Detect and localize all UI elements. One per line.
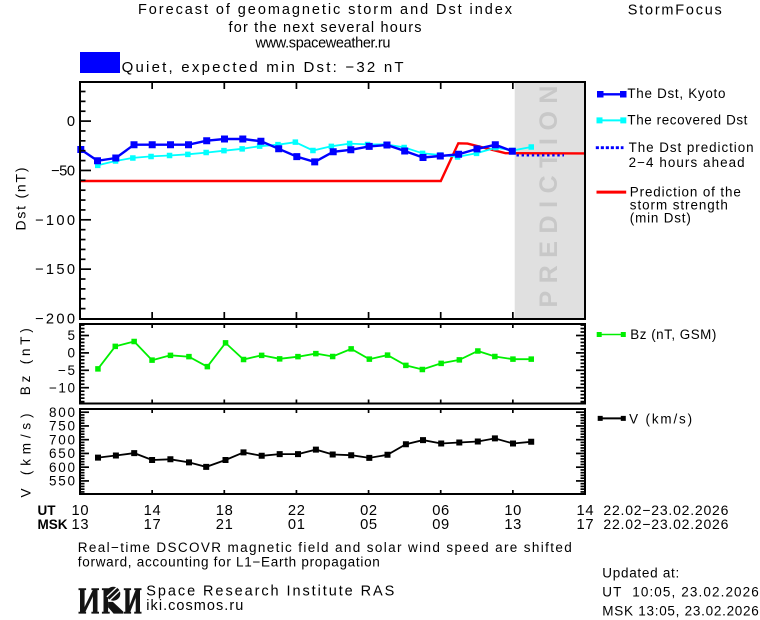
svg-text:Dst (nT): Dst (nT) [13, 168, 29, 231]
svg-text:13: 13 [504, 517, 521, 533]
svg-text:MSK: MSK [38, 517, 68, 532]
svg-text:Space Research Institute RAS: Space Research Institute RAS [146, 583, 394, 599]
svg-text:(min Dst): (min Dst) [630, 210, 691, 225]
svg-text:Updated at:: Updated at: [602, 565, 679, 580]
svg-text:21: 21 [216, 517, 233, 533]
svg-text:Bz (nT, GSM): Bz (nT, GSM) [630, 327, 716, 342]
svg-text:5: 5 [67, 328, 75, 343]
svg-text:09: 09 [432, 517, 449, 533]
svg-text:22.02−23.02.2026: 22.02−23.02.2026 [603, 516, 728, 532]
svg-text:www.spaceweather.ru: www.spaceweather.ru [255, 36, 391, 52]
svg-text:−50: −50 [51, 163, 75, 179]
svg-text:2−4 hours ahead: 2−4 hours ahead [629, 155, 745, 170]
svg-text:800: 800 [49, 405, 75, 420]
svg-text:StormFocus: StormFocus [628, 3, 722, 19]
svg-text:05: 05 [360, 517, 377, 533]
svg-text:The Dst, Kyoto: The Dst, Kyoto [627, 86, 725, 101]
svg-text:650: 650 [49, 446, 75, 461]
svg-text:10: 10 [72, 503, 89, 519]
svg-text:Prediction of the: Prediction of the [630, 184, 741, 199]
svg-text:V (km/s): V (km/s) [629, 411, 692, 426]
svg-text:for the next several hours: for the next several hours [229, 20, 422, 36]
svg-text:22.02−23.02.2026: 22.02−23.02.2026 [603, 502, 728, 518]
svg-text:Real−time DSCOVR magnetic fiel: Real−time DSCOVR magnetic field and sola… [78, 540, 572, 555]
svg-text:06: 06 [432, 503, 449, 519]
svg-text:forward, accounting for L1−Ear: forward, accounting for L1−Earth propaga… [78, 554, 380, 569]
svg-text:22: 22 [288, 503, 305, 519]
svg-text:18: 18 [216, 503, 233, 519]
svg-text:700: 700 [49, 432, 75, 447]
svg-text:Quiet, expected min Dst: −32 n: Quiet, expected min Dst: −32 nT [122, 59, 404, 76]
svg-text:UT: UT [38, 503, 57, 518]
svg-text:−5: −5 [58, 363, 75, 378]
svg-text:600: 600 [49, 460, 75, 475]
svg-text:storm strength: storm strength [630, 198, 728, 213]
svg-text:Bz (nT): Bz (nT) [18, 328, 33, 395]
svg-text:−10: −10 [49, 380, 75, 395]
svg-text:iki.cosmos.ru: iki.cosmos.ru [146, 598, 243, 614]
svg-text:UT 10:05, 23.02.2026: UT 10:05, 23.02.2026 [602, 584, 759, 599]
svg-text:14: 14 [577, 503, 594, 519]
svg-text:17: 17 [577, 517, 594, 533]
svg-text:The Dst prediction: The Dst prediction [629, 140, 754, 155]
svg-text:550: 550 [49, 474, 75, 489]
svg-text:02: 02 [360, 503, 377, 519]
svg-text:10: 10 [504, 503, 521, 519]
svg-text:01: 01 [288, 517, 305, 533]
svg-text:0: 0 [67, 346, 75, 361]
svg-text:The recovered Dst: The recovered Dst [627, 112, 747, 127]
svg-text:14: 14 [144, 503, 161, 519]
svg-text:MSK 13:05, 23.02.2026: MSK 13:05, 23.02.2026 [602, 603, 759, 618]
svg-text:13: 13 [72, 517, 89, 533]
svg-text:17: 17 [144, 517, 161, 533]
svg-text:750: 750 [49, 419, 75, 434]
svg-text:0: 0 [67, 114, 75, 130]
